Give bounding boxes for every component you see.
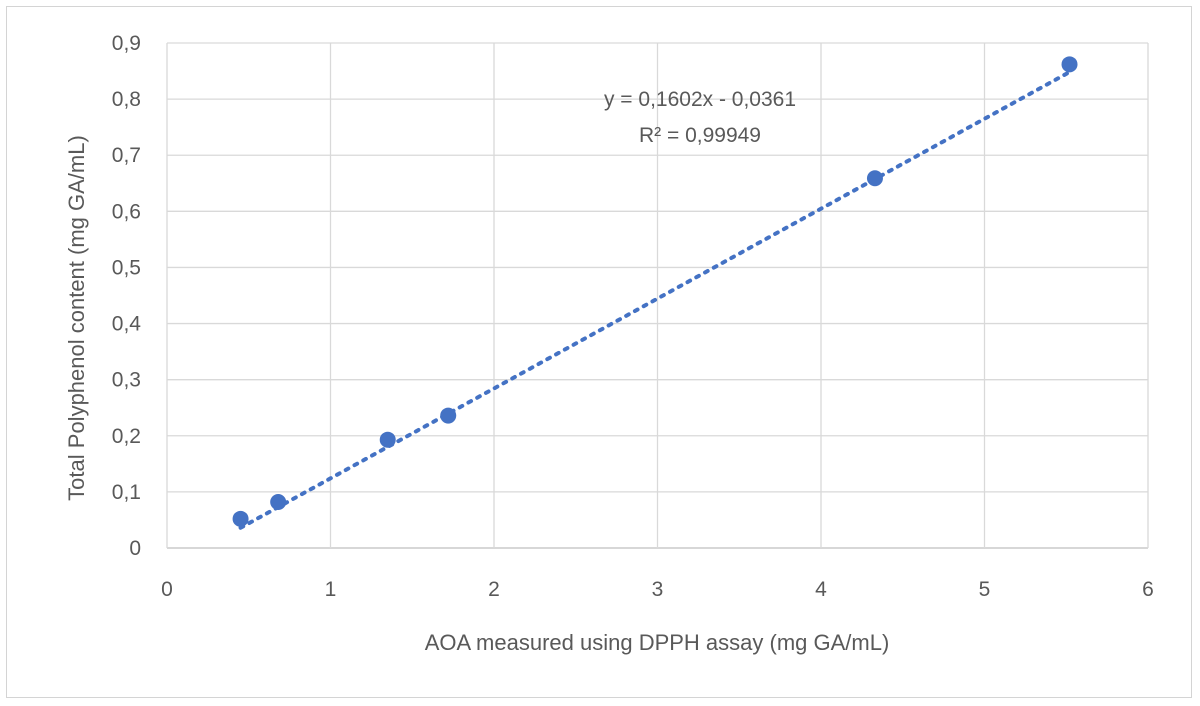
y-tick-label: 0 xyxy=(129,537,141,560)
y-tick-label: 0,9 xyxy=(112,32,141,55)
data-point xyxy=(379,431,396,448)
chart-frame xyxy=(6,6,1192,698)
y-tick-label: 0,2 xyxy=(112,425,141,448)
trendline xyxy=(238,70,1072,530)
y-axis-title: Total Polyphenol content (mg GA/mL) xyxy=(64,135,89,501)
data-point xyxy=(270,493,287,510)
y-tick-label: 0,7 xyxy=(112,144,141,167)
x-tick-label: 6 xyxy=(1142,578,1154,601)
y-tick-label: 0,3 xyxy=(112,369,141,392)
data-point xyxy=(866,170,883,187)
trendline-r2: R² = 0,99949 xyxy=(639,124,761,147)
x-tick-label: 1 xyxy=(325,578,337,601)
data-point xyxy=(1061,56,1078,73)
x-tick-label: 0 xyxy=(161,578,173,601)
x-axis-title: AOA measured using DPPH assay (mg GA/mL) xyxy=(425,630,890,655)
x-tick-label: 2 xyxy=(488,578,500,601)
y-tick-labels: 0 0,1 0,2 0,3 0,4 0,5 0,6 0,7 0,8 0,9 xyxy=(112,32,142,560)
y-tick-label: 0,1 xyxy=(112,481,141,504)
data-point xyxy=(440,407,457,424)
data-point xyxy=(232,510,249,527)
x-tick-label: 3 xyxy=(652,578,664,601)
data-points xyxy=(232,56,1078,527)
grid-layer xyxy=(166,42,1149,549)
x-tick-label: 4 xyxy=(815,578,827,601)
y-tick-label: 0,8 xyxy=(112,88,141,111)
trendline-equation: y = 0,1602x - 0,0361 xyxy=(604,88,796,111)
y-tick-label: 0,4 xyxy=(112,313,142,336)
trendline-layer xyxy=(238,70,1072,530)
y-tick-label: 0,5 xyxy=(112,256,141,279)
x-tick-label: 5 xyxy=(979,578,991,601)
y-tick-label: 0,6 xyxy=(112,200,141,223)
x-tick-labels: 0 1 2 3 4 5 6 xyxy=(161,578,1154,601)
